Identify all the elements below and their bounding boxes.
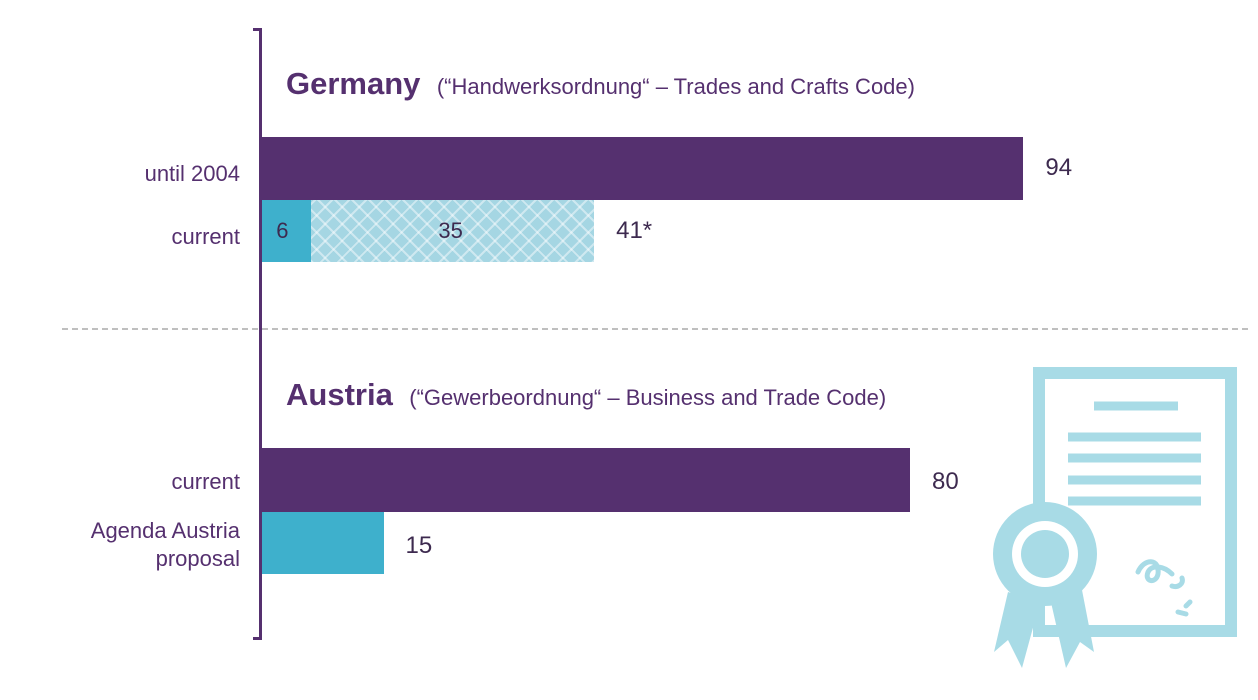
value-label-94: 94 (1045, 154, 1073, 181)
value-label-41: 41* (616, 217, 653, 244)
bar-germany-current-segment-2 (310, 200, 595, 262)
segment-label-6: 6 (276, 218, 289, 243)
value-label-80: 80 (932, 468, 959, 495)
bar-germany-until-2004 (262, 137, 1024, 200)
germany-title: Germany (286, 66, 421, 101)
category-label-austria-current: current (171, 469, 240, 494)
category-label-germany-current: current (171, 224, 240, 249)
austria-subtitle: (“Gewerbeordnung“ – Business and Trade C… (409, 385, 887, 410)
axis-cap-top (253, 28, 262, 31)
bar-austria-current (262, 448, 910, 512)
austria-title-row: Austria (“Gewerbeordnung“ – Business and… (286, 377, 886, 413)
value-label-15: 15 (405, 532, 433, 559)
axis-cap-bottom (253, 637, 262, 640)
category-label-until-2004: until 2004 (144, 161, 240, 186)
section-divider (62, 328, 1248, 330)
category-label-agenda-austria-line1: Agenda Austria (90, 518, 240, 543)
segment-label-35: 35 (438, 218, 463, 243)
germany-subtitle: (“Handwerksordnung“ – Trades and Crafts … (436, 74, 915, 99)
category-label-agenda-austria-line2: proposal (155, 546, 240, 571)
bar-agenda-austria-proposal (262, 512, 384, 574)
austria-title: Austria (286, 377, 393, 412)
axis-line (259, 28, 262, 640)
bar-germany-current-segment-1 (262, 200, 311, 262)
germany-title-row: Germany (“Handwerksordnung“ – Trades and… (286, 66, 915, 102)
